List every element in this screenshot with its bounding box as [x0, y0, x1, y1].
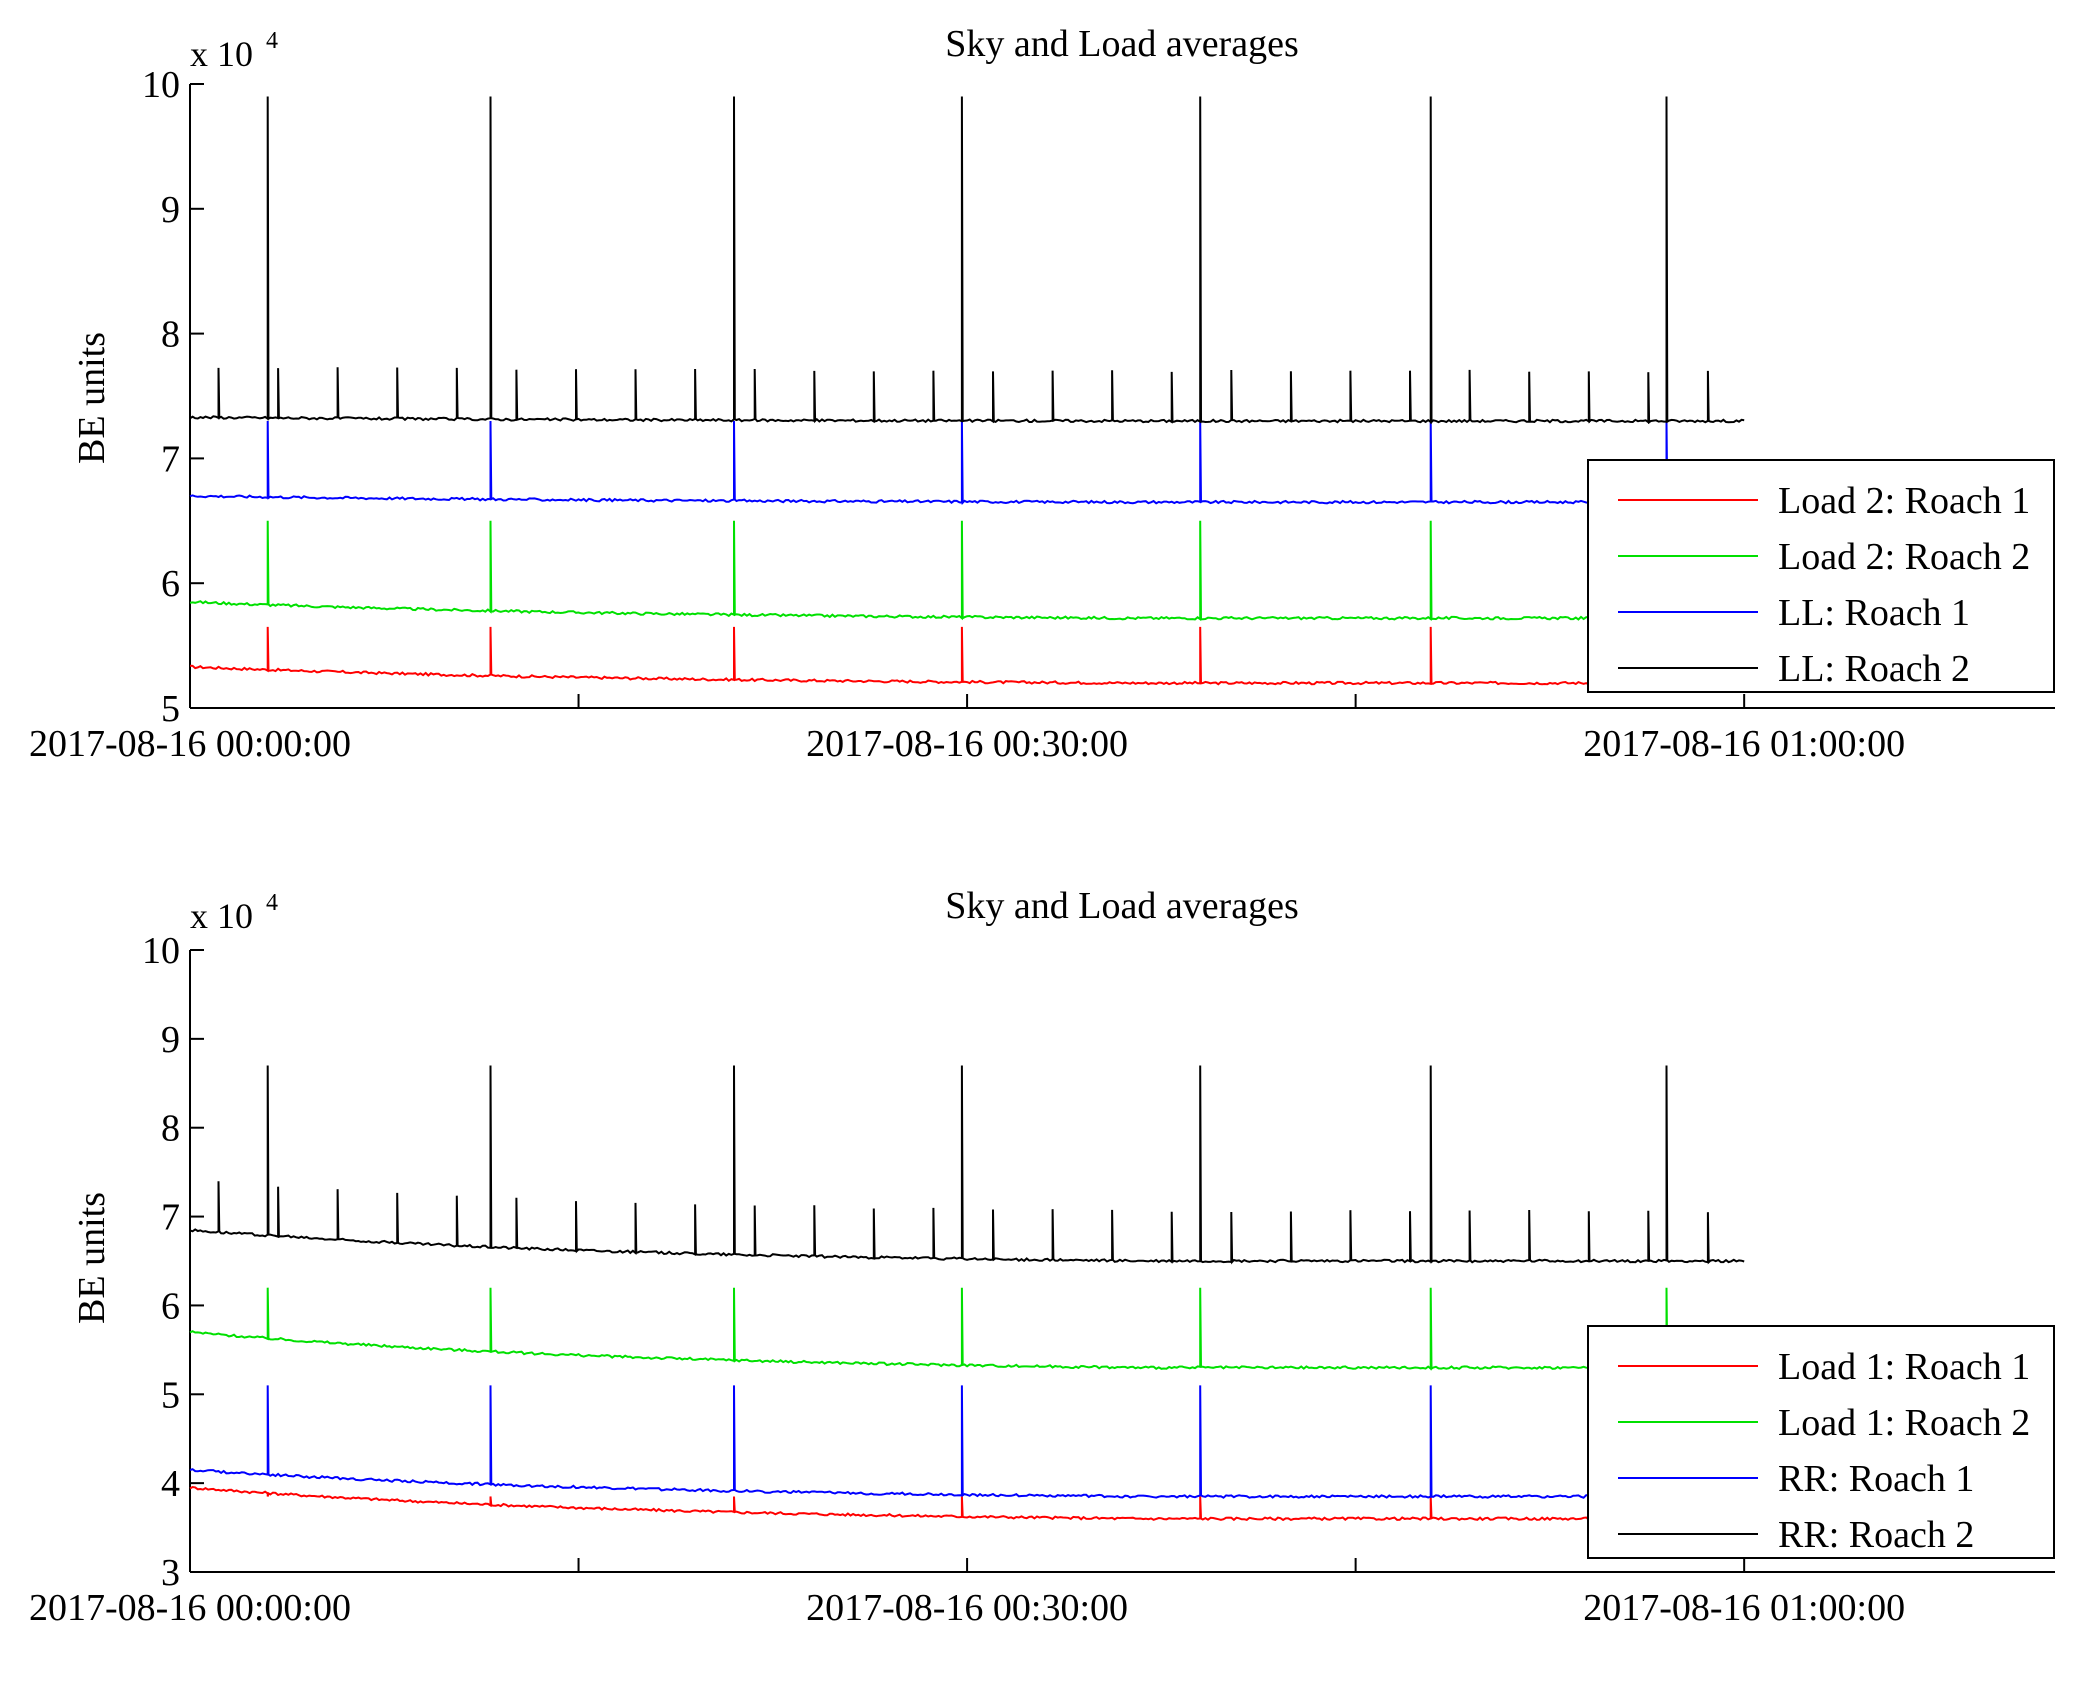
y-tick-label: 5 — [161, 1374, 180, 1416]
x-tick-label: 2017-08-16 00:00:00 — [29, 723, 351, 765]
y-tick-label: 7 — [161, 438, 180, 480]
y-tick-label: 3 — [161, 1552, 180, 1594]
legend-label: RR: Roach 2 — [1778, 1514, 1974, 1556]
y-axis-label: BE units — [71, 332, 113, 464]
top-chart: Sky and Load averages BE units x 10 4 5 6… — [29, 23, 2055, 765]
y-tick-label: 10 — [142, 64, 180, 106]
x-tick-label: 2017-08-16 01:00:00 — [1583, 723, 1905, 765]
series-line — [189, 626, 1745, 687]
series-line — [189, 1287, 1745, 1371]
legend-label: Load 2: Roach 2 — [1778, 536, 2030, 578]
y-tick-label: 8 — [161, 314, 180, 356]
series-line — [189, 1065, 1745, 1265]
legend: Load 1: Roach 1 Load 1: Roach 2 RR: Roach … — [1587, 1325, 2055, 1559]
y-tick-label: 4 — [161, 1463, 180, 1505]
x-tick-label: 2017-08-16 00:00:00 — [29, 1587, 351, 1629]
y-tick-label: 9 — [161, 1019, 180, 1061]
series-line — [189, 1385, 1745, 1499]
x-tick-label: 2017-08-16 00:30:00 — [806, 723, 1128, 765]
plot-area — [189, 1065, 1745, 1522]
series-line — [189, 520, 1745, 622]
legend-box — [1587, 1325, 2055, 1559]
x-tick-label: 2017-08-16 00:30:00 — [806, 1587, 1128, 1629]
legend-label: Load 2: Roach 1 — [1778, 480, 2030, 522]
legend-label: Load 1: Roach 1 — [1778, 1346, 2030, 1388]
legend-label: LL: Roach 1 — [1778, 592, 1970, 634]
chart-title: Sky and Load averages — [945, 885, 1299, 927]
series-line — [189, 1485, 1745, 1522]
y-multiplier: x 10 — [190, 34, 253, 74]
legend-label: RR: Roach 1 — [1778, 1458, 1974, 1500]
y-axis-label: BE units — [71, 1192, 113, 1324]
legend-label: LL: Roach 2 — [1778, 648, 1970, 690]
y-multiplier: x 10 — [190, 896, 253, 936]
y-multiplier-base: x 10 — [190, 896, 253, 936]
y-multiplier-base: x 10 — [190, 34, 253, 74]
y-ticks: 5 6 7 8 9 10 — [142, 64, 204, 730]
y-tick-label: 10 — [142, 930, 180, 972]
y-tick-label: 6 — [161, 563, 180, 605]
y-tick-label: 9 — [161, 189, 180, 231]
chart-title: Sky and Load averages — [945, 23, 1299, 65]
x-tick-label: 2017-08-16 01:00:00 — [1583, 1587, 1905, 1629]
y-tick-label: 8 — [161, 1108, 180, 1150]
legend: Load 2: Roach 1 Load 2: Roach 2 LL: Roach … — [1587, 459, 2055, 693]
legend-label: Load 1: Roach 2 — [1778, 1402, 2030, 1444]
y-tick-label: 7 — [161, 1197, 180, 1239]
bottom-chart: Sky and Load averages BE units x 10 4 3 4… — [29, 885, 2055, 1629]
x-ticks: 2017-08-16 00:00:00 2017-08-16 00:30:00 20… — [29, 1558, 1905, 1629]
y-ticks: 3 4 5 6 7 8 9 10 — [142, 930, 204, 1594]
y-tick-label: 5 — [161, 688, 180, 730]
y-multiplier-exponent: 4 — [266, 890, 278, 916]
x-ticks: 2017-08-16 00:00:00 2017-08-16 00:30:00 20… — [29, 694, 1905, 765]
y-multiplier-exponent: 4 — [266, 28, 278, 54]
legend-box — [1587, 459, 2055, 693]
plot-area — [189, 96, 1745, 687]
y-tick-label: 6 — [161, 1285, 180, 1327]
series-line — [189, 420, 1745, 506]
series-line — [189, 96, 1745, 425]
